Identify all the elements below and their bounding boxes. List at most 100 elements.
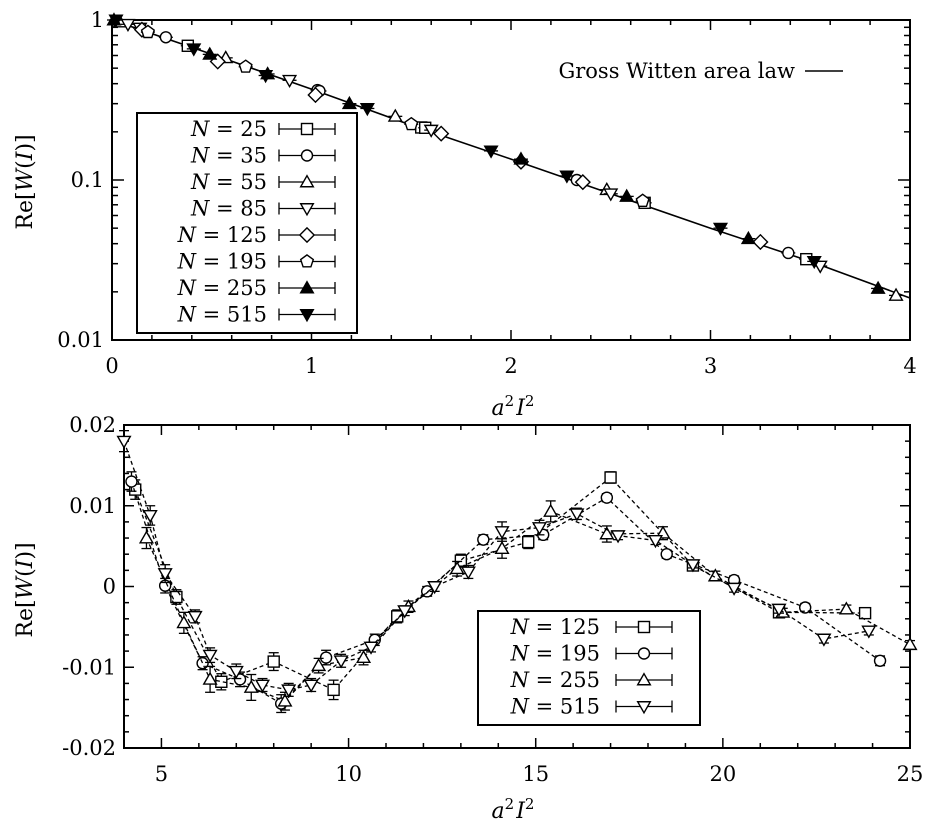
data-point	[427, 581, 443, 595]
data-point	[120, 18, 136, 33]
data-point	[391, 610, 404, 623]
y-axis-label: Re[W(I)]	[13, 134, 38, 229]
series-195	[140, 24, 650, 208]
data-point	[142, 509, 158, 524]
legend-marker	[299, 174, 315, 188]
data-point	[477, 533, 490, 546]
data-point	[333, 655, 349, 669]
top-panel: 0 1 2 3 4 0.01 0.1 1 Gross Witten area law N = 25…	[13, 8, 917, 421]
data-point	[522, 535, 535, 549]
data-point	[140, 24, 156, 39]
x-axis-label: a2I2	[492, 795, 535, 824]
data-point	[282, 74, 298, 89]
legend-entry-label: N = 515	[510, 695, 600, 719]
data-point	[494, 526, 510, 540]
data-point	[531, 522, 547, 536]
data-point	[404, 116, 419, 131]
x-tick-label: 2	[504, 354, 517, 378]
data-point	[277, 693, 293, 707]
data-point	[202, 649, 218, 663]
data-point	[712, 222, 729, 236]
legend-marker	[300, 122, 314, 136]
x-tick-label: 5	[155, 762, 168, 786]
data-point	[116, 435, 132, 449]
legend-entry-label: N = 515	[177, 303, 267, 327]
legend-entry-label: N = 35	[190, 144, 267, 168]
data-point	[359, 103, 375, 117]
x-tick-label: 3	[704, 354, 717, 378]
data-point	[228, 665, 244, 680]
data-point	[603, 188, 619, 202]
legend-entry-label: N = 255	[177, 276, 267, 300]
data-point	[238, 59, 253, 73]
data-point	[873, 654, 887, 667]
x-tick-label: 15	[522, 762, 549, 786]
data-point	[307, 86, 324, 104]
data-point	[600, 491, 614, 504]
x-tick-label: 10	[335, 762, 362, 786]
x-tick-label: 4	[903, 354, 916, 378]
data-point	[861, 625, 877, 639]
y-tick-label: 0.1	[71, 168, 104, 192]
data-point	[423, 124, 439, 138]
data-point	[449, 560, 465, 575]
data-point	[254, 679, 271, 693]
x-axis-label: a2I2	[492, 392, 535, 421]
legend-marker	[637, 620, 651, 634]
data-point	[258, 70, 274, 84]
legend-entry-label: N = 255	[510, 668, 600, 692]
data-point	[726, 582, 742, 596]
data-point	[397, 605, 413, 619]
y-axis-label: Re[W(I)]	[13, 542, 38, 637]
x-tick-label: 20	[709, 762, 736, 786]
data-point	[433, 125, 450, 142]
data-point	[176, 615, 192, 629]
data-point	[569, 508, 585, 522]
data-point	[460, 566, 476, 580]
legend-entry-label: N = 125	[510, 615, 600, 639]
data-point	[494, 540, 510, 554]
data-point	[281, 684, 297, 698]
data-point	[243, 679, 259, 693]
data-point	[483, 145, 499, 159]
data-point	[660, 548, 673, 561]
y-tick-label: 0.01	[69, 494, 116, 518]
data-point	[752, 233, 769, 251]
legend-entry-label: N = 25	[190, 117, 267, 141]
data-point	[138, 530, 154, 544]
y-tick-label: 0.02	[69, 413, 116, 437]
legend-entry-label: N = 125	[177, 223, 267, 247]
data-point	[186, 43, 202, 57]
data-point	[610, 530, 626, 544]
legend-entry-label: N = 85	[190, 197, 267, 221]
data-point	[635, 193, 650, 208]
data-point	[327, 683, 340, 697]
legend-entry-label: N = 195	[510, 642, 600, 666]
data-point	[319, 651, 333, 664]
data-point	[888, 287, 904, 301]
data-point	[806, 255, 822, 270]
data-point	[771, 603, 787, 617]
legend-marker	[636, 701, 652, 715]
legend-marker	[298, 226, 316, 244]
data-point	[816, 633, 832, 647]
legend-entry-label: N = 55	[190, 170, 267, 194]
data-point	[870, 280, 886, 294]
data-point	[202, 46, 218, 60]
data-point	[604, 471, 617, 484]
data-point	[125, 475, 138, 488]
data-point	[311, 657, 327, 672]
data-point	[187, 610, 203, 625]
series-515	[116, 430, 877, 698]
data-point	[341, 95, 357, 110]
data-point	[157, 568, 173, 582]
legend-marker	[300, 149, 314, 162]
legend-marker	[299, 203, 315, 217]
x-tick-label: 25	[897, 762, 924, 786]
data-point	[363, 641, 379, 655]
y-tick-label: 0.01	[57, 328, 104, 352]
data-point	[782, 246, 795, 260]
data-point	[559, 170, 575, 184]
